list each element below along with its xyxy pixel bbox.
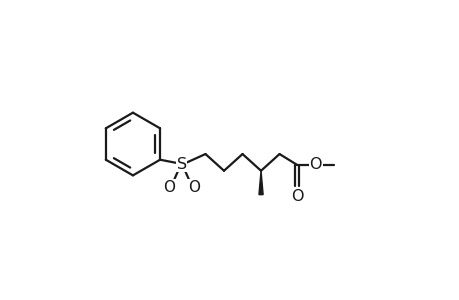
Text: O: O bbox=[309, 158, 321, 172]
Text: O: O bbox=[188, 180, 200, 195]
Polygon shape bbox=[258, 171, 263, 195]
Text: O: O bbox=[162, 180, 175, 195]
Text: S: S bbox=[176, 157, 186, 172]
Text: O: O bbox=[290, 189, 303, 204]
